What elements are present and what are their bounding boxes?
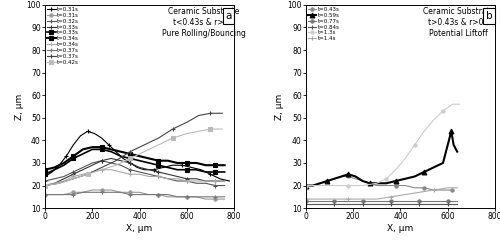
X-axis label: X, μm: X, μm [388, 224, 413, 233]
Y-axis label: Z, μm: Z, μm [276, 93, 284, 120]
Y-axis label: Z, μm: Z, μm [14, 93, 24, 120]
Text: b: b [486, 11, 492, 21]
Text: Ceramic Substrate
t>0.43s & r>0.2
Potential Liftoff: Ceramic Substrate t>0.43s & r>0.2 Potent… [423, 7, 494, 38]
Text: Ceramic Substrate
t<0.43s & r>0.2
Pure Rolling/Bouncing: Ceramic Substrate t<0.43s & r>0.2 Pure R… [162, 7, 246, 38]
Legend: t=0.31s, t=0.31s, t=0.32s, t=0.33s, t=0.33s, t=0.34s, t=0.34s, t=0.37s, t=0.37s,: t=0.31s, t=0.31s, t=0.32s, t=0.33s, t=0.… [46, 7, 79, 65]
X-axis label: X, μm: X, μm [126, 224, 152, 233]
Text: a: a [225, 11, 232, 21]
Legend: t=0.43s, t=0.59s, t=0.77s, t=0.84s, t=1.3s, t=1.4s: t=0.43s, t=0.59s, t=0.77s, t=0.84s, t=1.… [308, 7, 340, 42]
